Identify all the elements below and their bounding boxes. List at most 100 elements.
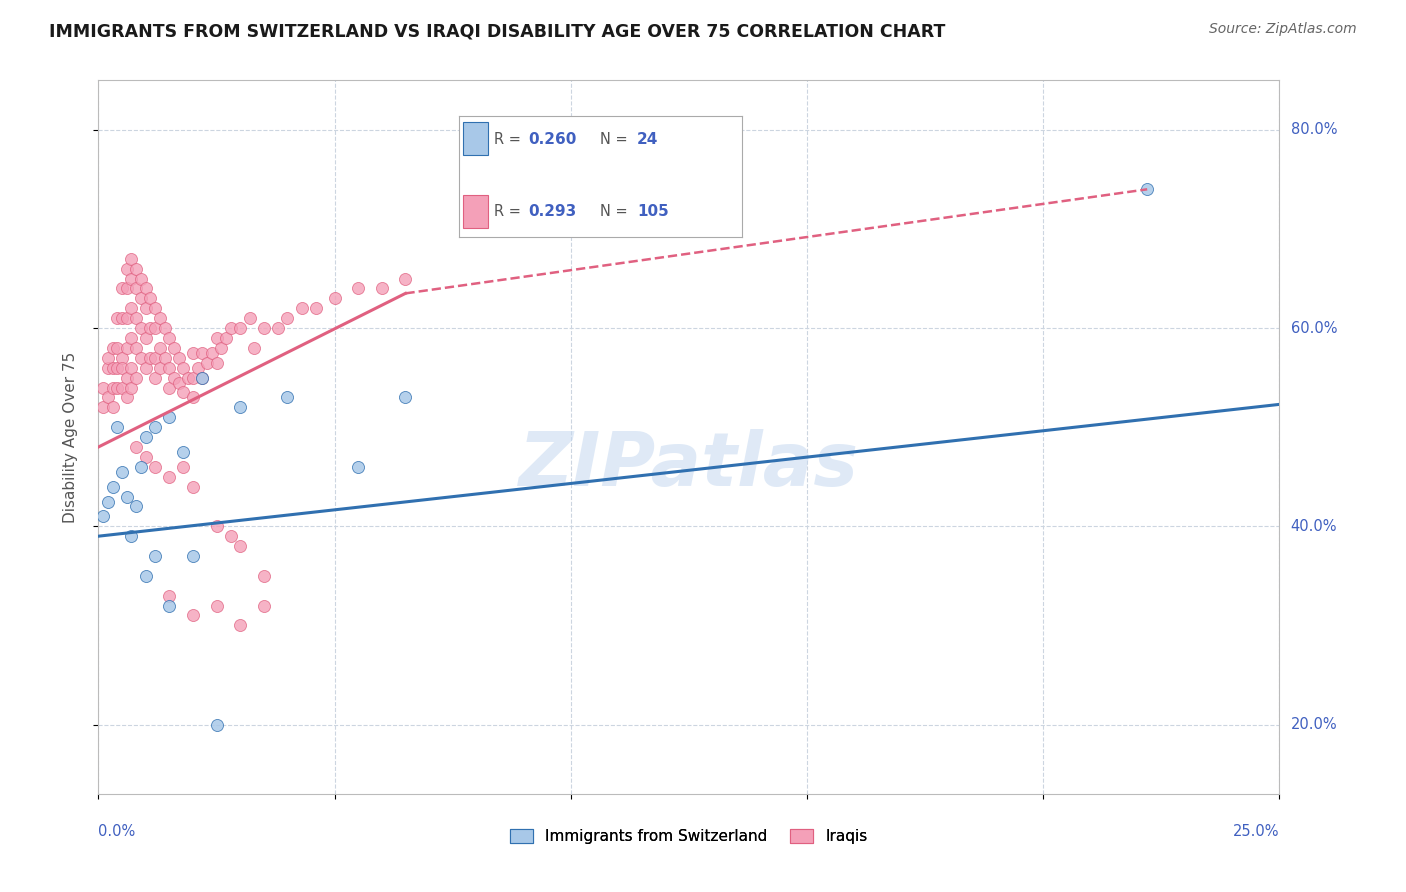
Point [125, 341, 148, 355]
Point [323, 291, 346, 305]
Point [149, 341, 172, 355]
Point [181, 370, 204, 384]
Point [115, 490, 138, 504]
Point [347, 281, 370, 295]
Point [276, 391, 298, 405]
Point [219, 529, 242, 543]
Point [121, 360, 143, 375]
Point [135, 569, 157, 583]
Point [115, 281, 138, 295]
Point [111, 351, 134, 365]
Point [139, 321, 162, 335]
Point [105, 360, 128, 375]
Point [163, 341, 186, 355]
Point [167, 351, 190, 365]
Point [101, 380, 124, 394]
Point [105, 380, 128, 394]
Point [135, 331, 157, 345]
Point [111, 360, 134, 375]
Point [111, 465, 134, 479]
Point [205, 717, 228, 731]
Point [267, 321, 290, 335]
Point [143, 420, 166, 434]
Point [97, 360, 120, 375]
Point [172, 445, 194, 459]
Text: 80.0%: 80.0% [1291, 122, 1337, 137]
Point [181, 391, 204, 405]
Point [139, 291, 162, 305]
Point [115, 341, 138, 355]
Point [243, 341, 266, 355]
Legend: Immigrants from Switzerland, Iraqis: Immigrants from Switzerland, Iraqis [503, 823, 875, 850]
Point [149, 360, 172, 375]
Point [105, 420, 128, 434]
Point [91, 401, 114, 415]
Point [101, 341, 124, 355]
Point [305, 301, 328, 316]
Point [125, 500, 148, 514]
Point [167, 376, 190, 390]
Point [115, 391, 138, 405]
Point [205, 519, 228, 533]
Point [187, 360, 209, 375]
Point [181, 346, 204, 360]
Point [121, 252, 143, 266]
Point [105, 341, 128, 355]
Point [97, 391, 120, 405]
Point [163, 370, 186, 384]
Text: Source: ZipAtlas.com: Source: ZipAtlas.com [1209, 22, 1357, 37]
Point [149, 311, 172, 326]
Point [229, 321, 252, 335]
Point [111, 380, 134, 394]
Point [209, 341, 232, 355]
Text: 25.0%: 25.0% [1233, 824, 1279, 839]
Point [157, 331, 180, 345]
Point [97, 351, 120, 365]
Point [157, 410, 180, 425]
Point [125, 370, 148, 384]
Point [121, 271, 143, 285]
Point [215, 331, 238, 345]
Point [172, 360, 194, 375]
Point [105, 311, 128, 326]
Point [135, 360, 157, 375]
Point [125, 440, 148, 454]
Point [111, 311, 134, 326]
Point [276, 311, 298, 326]
Point [205, 331, 228, 345]
Point [139, 351, 162, 365]
Point [157, 469, 180, 483]
Point [157, 380, 180, 394]
Point [290, 301, 312, 316]
Point [91, 380, 114, 394]
Text: ZIPatlas: ZIPatlas [519, 429, 859, 502]
Point [121, 529, 143, 543]
Point [347, 459, 370, 474]
Point [129, 459, 152, 474]
Point [239, 311, 262, 326]
Point [115, 311, 138, 326]
Point [135, 281, 157, 295]
Point [121, 380, 143, 394]
Text: 20.0%: 20.0% [1291, 717, 1337, 732]
Point [191, 346, 214, 360]
Point [205, 356, 228, 370]
Point [394, 271, 416, 285]
Point [101, 401, 124, 415]
Point [181, 549, 204, 563]
Point [394, 391, 416, 405]
Point [101, 480, 124, 494]
Point [191, 370, 214, 384]
Point [153, 321, 176, 335]
Point [143, 351, 166, 365]
Point [201, 346, 224, 360]
Point [143, 301, 166, 316]
Point [125, 311, 148, 326]
Point [181, 480, 204, 494]
Point [157, 589, 180, 603]
Point [371, 281, 394, 295]
Point [172, 385, 194, 400]
Point [111, 281, 134, 295]
Point [181, 608, 204, 623]
Point [125, 281, 148, 295]
